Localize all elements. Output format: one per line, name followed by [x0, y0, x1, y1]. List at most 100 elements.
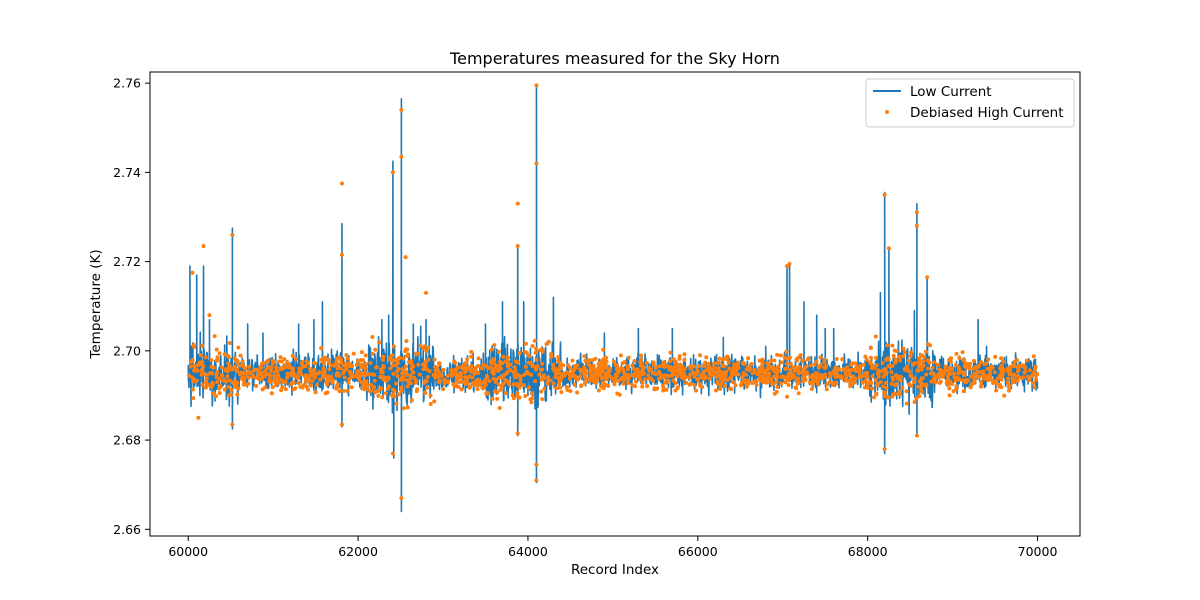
high-current-point [770, 382, 775, 387]
high-current-point [995, 376, 1000, 381]
high-current-point [522, 372, 527, 377]
high-current-point [730, 379, 735, 384]
high-current-point [495, 396, 500, 401]
high-current-point [372, 390, 377, 395]
high-current-point [601, 380, 606, 385]
high-current-point [817, 365, 822, 370]
high-current-point [677, 356, 682, 361]
high-current-point [776, 368, 781, 373]
high-current-point [198, 353, 203, 358]
high-current-point [222, 352, 227, 357]
high-current-point [362, 387, 367, 392]
high-current-point [661, 373, 666, 378]
high-current-point [824, 387, 829, 392]
legend-box [865, 78, 1075, 128]
high-current-point [497, 406, 502, 411]
high-current-point [538, 348, 543, 353]
high-current-point [931, 360, 936, 365]
high-current-point [668, 359, 673, 364]
high-current-point [363, 353, 368, 358]
high-current-point [632, 374, 637, 379]
high-current-point [235, 392, 240, 397]
high-current-point [334, 373, 339, 378]
high-current-point [599, 358, 604, 363]
high-current-point [651, 360, 656, 365]
high-current-point [416, 362, 421, 367]
high-current-point [894, 373, 899, 378]
high-current-point [313, 375, 318, 380]
high-current-point [495, 390, 500, 395]
high-current-point [428, 402, 433, 407]
high-current-point [428, 393, 433, 398]
x-axis: 60000 62000 64000 66000 68000 70000 [168, 536, 1057, 559]
high-current-point [868, 360, 873, 365]
high-current-point [864, 375, 869, 380]
high-current-point [1026, 374, 1031, 379]
high-current-point [529, 372, 534, 377]
high-current-point [914, 210, 919, 215]
high-current-point [677, 363, 682, 368]
high-current-point [561, 363, 566, 368]
high-current-point [491, 357, 496, 362]
high-current-point [424, 385, 429, 390]
high-current-point [291, 387, 296, 392]
high-current-point [611, 359, 616, 364]
high-current-point [863, 371, 868, 376]
high-current-point [945, 373, 950, 378]
high-current-point [882, 447, 887, 451]
high-current-point [374, 365, 379, 370]
high-current-point [411, 370, 416, 375]
high-current-point [529, 391, 534, 396]
high-current-point [433, 368, 438, 373]
high-current-point [653, 365, 658, 370]
high-current-point [510, 393, 515, 398]
high-current-point [651, 379, 656, 383]
high-current-point [753, 379, 758, 384]
high-current-point [409, 358, 414, 363]
high-current-point [897, 392, 902, 397]
high-current-point [812, 362, 817, 367]
high-current-point [337, 389, 342, 394]
high-current-point [371, 385, 376, 390]
high-current-point [581, 370, 586, 375]
high-current-point [570, 367, 575, 372]
high-current-point [861, 362, 866, 367]
high-current-point [441, 367, 446, 372]
high-current-point [783, 367, 788, 372]
high-current-point [454, 384, 459, 389]
high-current-point [845, 365, 850, 370]
high-current-point [775, 384, 780, 389]
high-current-point [246, 375, 251, 380]
high-current-point [390, 393, 395, 398]
high-current-point [825, 382, 830, 387]
legend-label-debiased-high-current: Debiased High Current [910, 105, 1064, 121]
high-current-point [833, 381, 838, 386]
high-current-point [892, 348, 897, 353]
legend: Low Current Debiased High Current [865, 78, 1075, 128]
high-current-point [339, 181, 344, 186]
high-current-point [540, 361, 545, 366]
high-current-point [717, 373, 722, 378]
high-current-point [675, 385, 680, 390]
high-current-point [936, 375, 941, 380]
high-current-point [578, 374, 583, 379]
high-current-point [238, 353, 243, 358]
high-current-point [242, 376, 247, 381]
chart-title: Temperatures measured for the Sky Horn [449, 49, 780, 68]
high-current-point [762, 368, 767, 373]
high-current-point [344, 367, 349, 372]
high-current-point [962, 372, 967, 377]
high-current-point [905, 367, 910, 372]
high-current-point [479, 366, 484, 371]
high-current-point [801, 378, 806, 383]
high-current-point [515, 244, 520, 248]
high-current-point [946, 382, 951, 387]
high-current-point [732, 362, 737, 367]
high-current-point [227, 378, 232, 383]
high-current-point [539, 389, 544, 394]
high-current-point [923, 349, 928, 354]
high-current-point [618, 353, 623, 358]
high-current-point [656, 371, 661, 376]
high-current-point [192, 363, 197, 368]
high-current-point [395, 373, 400, 378]
